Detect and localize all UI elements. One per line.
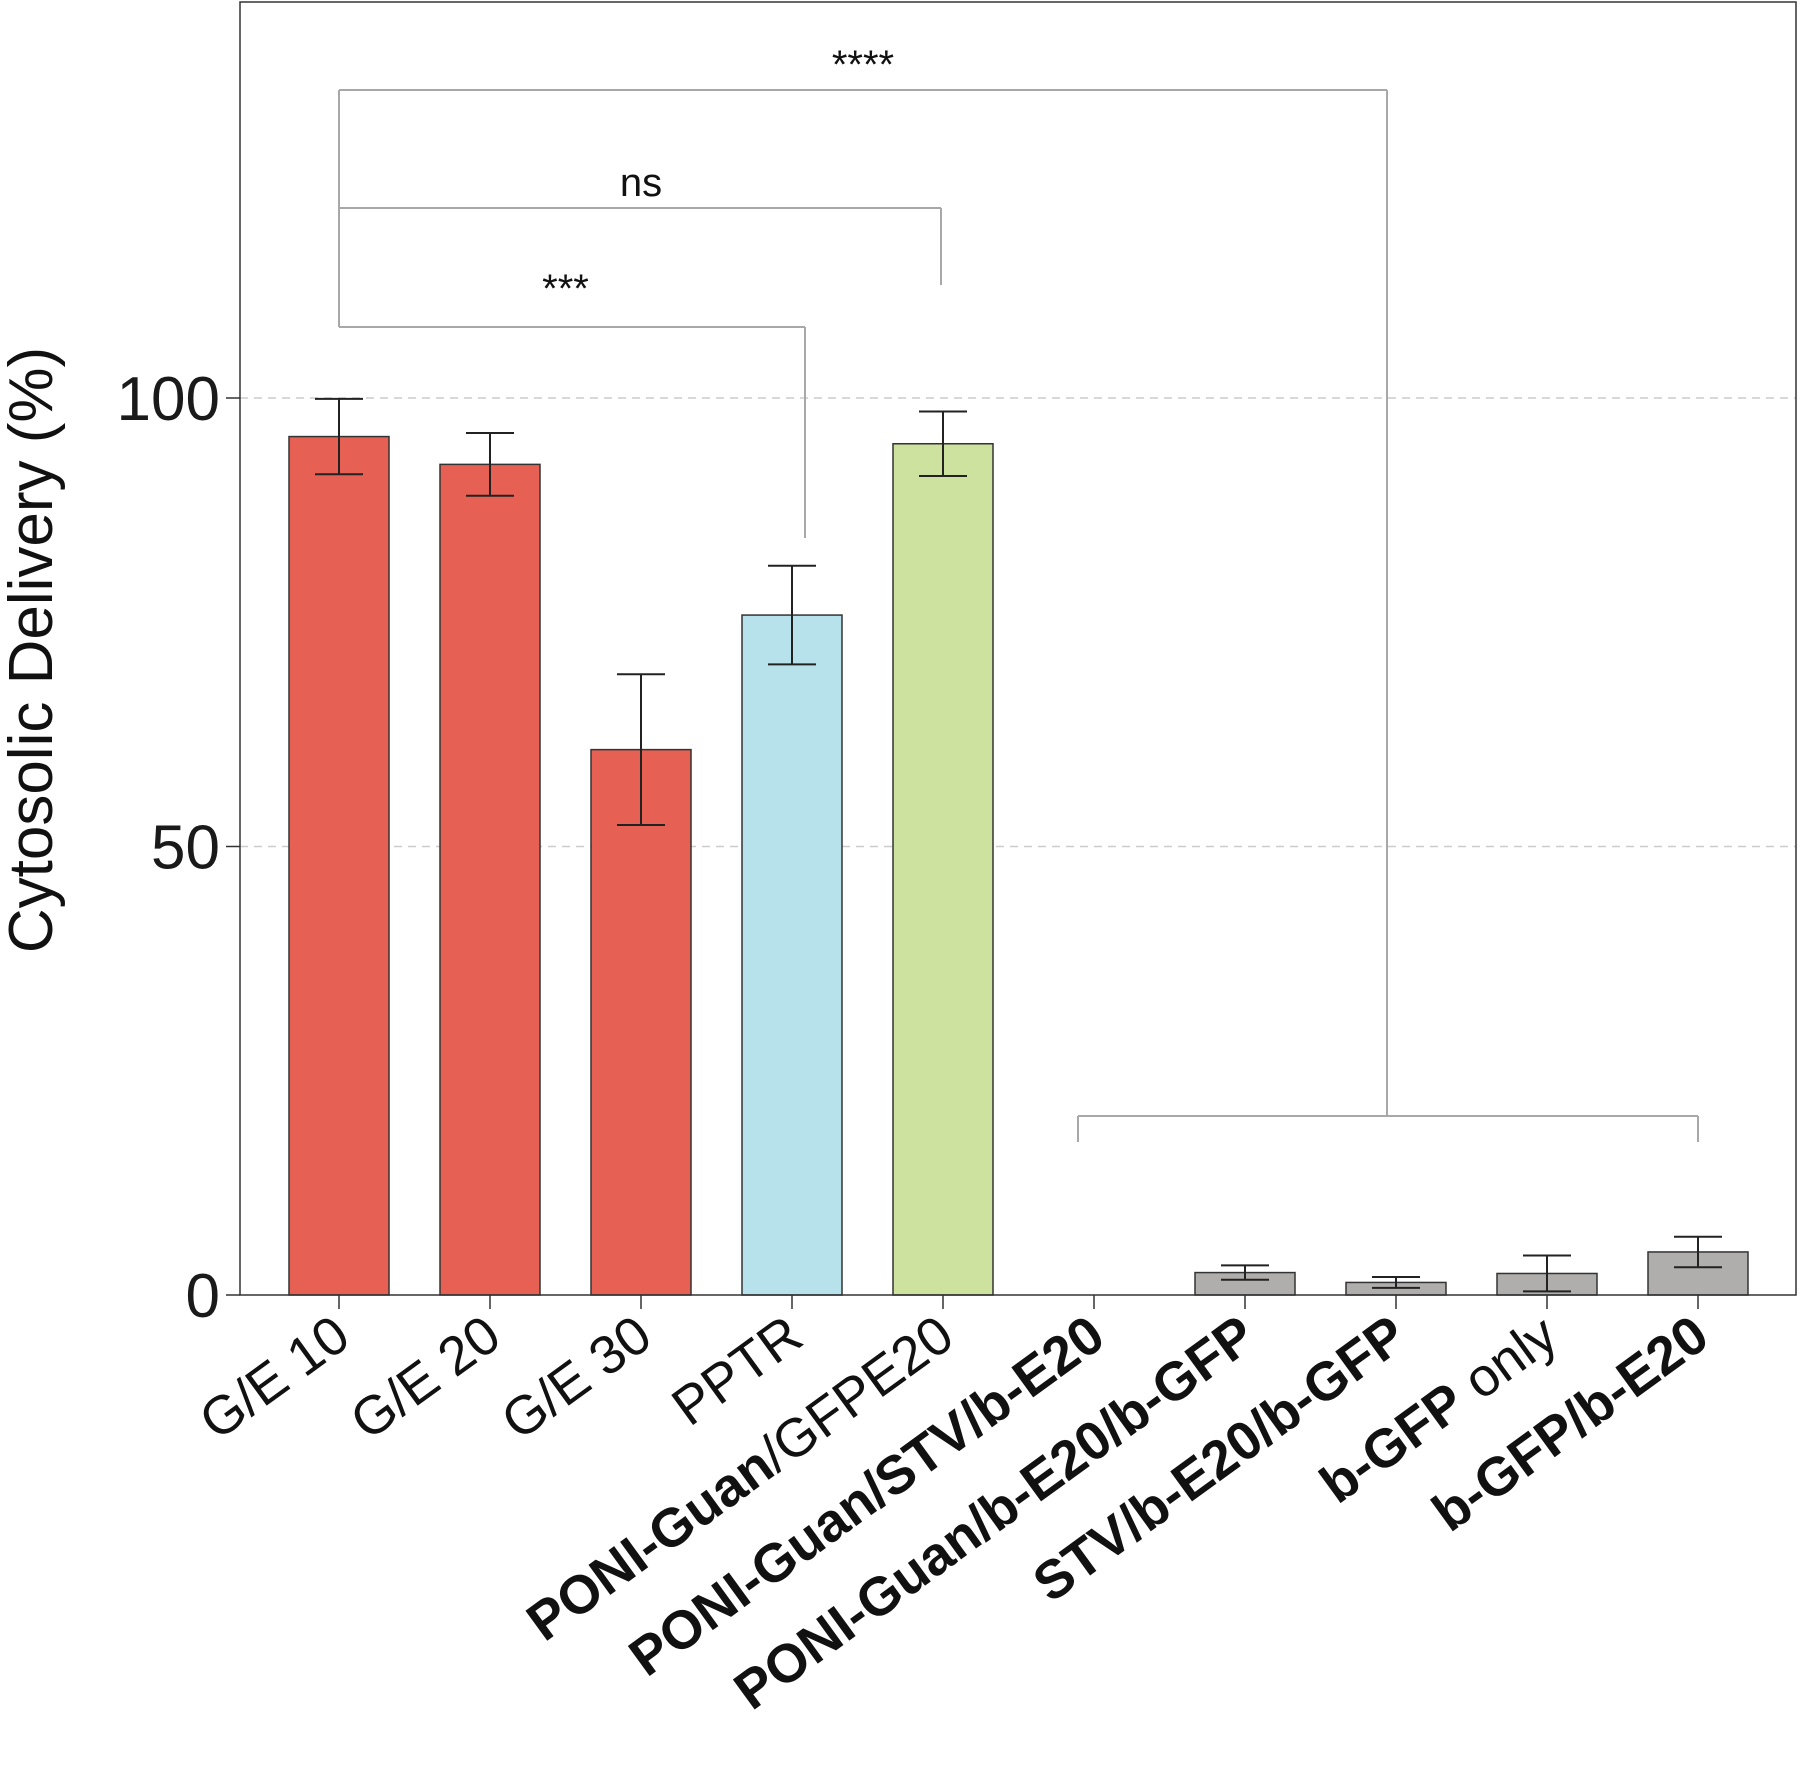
- bar-2: [590, 748, 692, 1296]
- y-tick-label: 50: [151, 814, 220, 883]
- bar-3: [741, 614, 843, 1296]
- y-ticks: 0 50 100: [117, 365, 240, 1331]
- bar-4: [892, 442, 994, 1296]
- y-axis-label: Cytosolic Delivery (%): [0, 347, 66, 953]
- significance-label-1: ns: [620, 161, 662, 205]
- bar-1: [439, 463, 541, 1296]
- bar-0: [288, 435, 390, 1296]
- significance-label-0: ***: [542, 267, 589, 311]
- axes: [239, 1, 1797, 1296]
- significance-brackets: *** ns ****: [338, 43, 1699, 1142]
- significance-label-2: ****: [832, 43, 894, 87]
- x-ticks: G/E 10G/E 20G/E 30 PPTRPONI-Guan/GFPE20PO…: [189, 1295, 1719, 1721]
- x-tick-label-part: G/E 30: [491, 1304, 662, 1451]
- plot-frame: [239, 1, 1797, 1296]
- x-tick-label-2: G/E 30: [491, 1304, 662, 1451]
- x-tick-label-part: G/E 20: [340, 1304, 511, 1451]
- y-tick-label: 100: [117, 365, 220, 434]
- x-tick-label-1: G/E 20: [340, 1304, 511, 1451]
- y-tick-label: 0: [186, 1262, 220, 1331]
